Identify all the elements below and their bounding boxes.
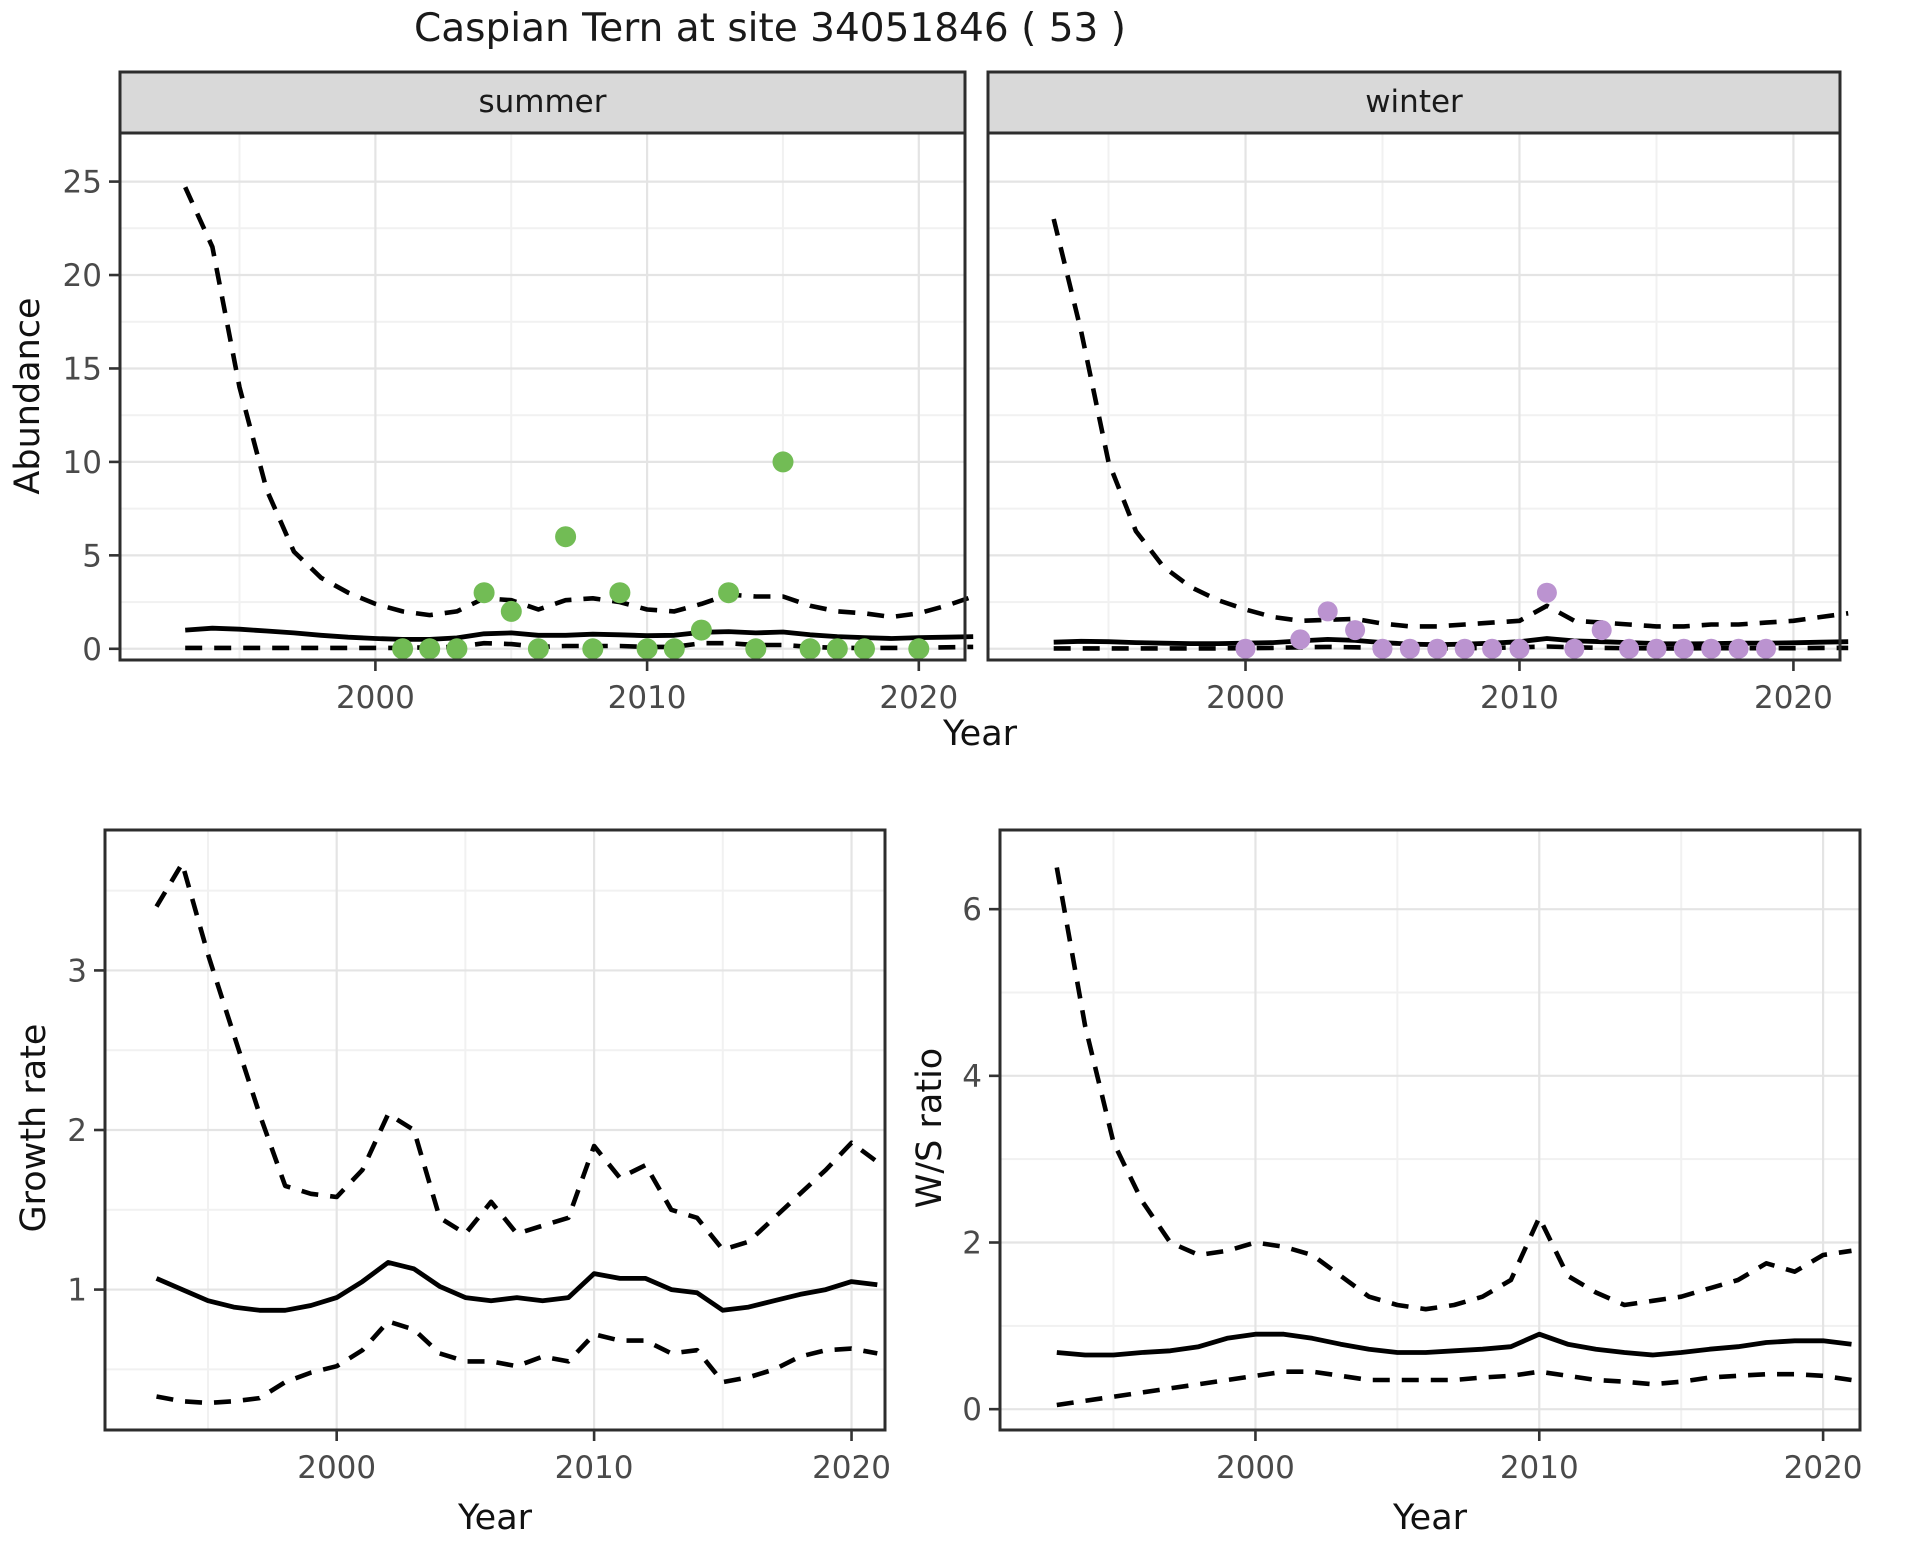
- data-point: [690, 619, 712, 641]
- data-point: [446, 638, 468, 660]
- data-point: [1482, 638, 1503, 659]
- x-tick-label: 2020: [879, 680, 958, 716]
- median-line: [1056, 1331, 1852, 1358]
- x-tick-label: 2000: [1206, 680, 1285, 716]
- y-axis-title-abundance: Abundance: [8, 297, 48, 495]
- data-point: [1454, 638, 1475, 659]
- data-point: [1728, 638, 1749, 659]
- data-point: [1235, 638, 1256, 659]
- ci-upper-line: [1051, 218, 1849, 629]
- data-point: [1756, 638, 1776, 659]
- panel-abundance-summer: 2000 2010 2020 0 5 10 15 20 25: [63, 70, 974, 716]
- data-point: [1427, 638, 1448, 659]
- data-point: [1399, 638, 1420, 659]
- data-point: [609, 582, 631, 604]
- median-line: [155, 1260, 878, 1313]
- data-point: [500, 600, 522, 622]
- data-point: [555, 526, 577, 548]
- x-tick-label: 2010: [555, 1450, 634, 1486]
- x-tick-label: 2010: [608, 680, 687, 716]
- y-tick-label: 2: [962, 1226, 982, 1262]
- x-tick-label: 2000: [1216, 1450, 1295, 1486]
- data-point: [1591, 620, 1612, 641]
- y-axis-title-ws-ratio: W/S ratio: [910, 1047, 950, 1209]
- data-point: [582, 638, 604, 660]
- ci-lower-line: [1053, 644, 1849, 651]
- panel-ws-ratio: 2000 2010 2020 0 2 4 6: [962, 828, 1863, 1486]
- data-point: [527, 638, 549, 660]
- data-point: [1317, 601, 1338, 622]
- data-point: [1646, 638, 1667, 659]
- y-tick-label: 25: [63, 165, 102, 201]
- ci-lower-line: [156, 1319, 878, 1406]
- data-point: [745, 638, 767, 660]
- median-line: [185, 625, 974, 642]
- y-tick-label: 10: [63, 445, 102, 481]
- y-tick-label: 2: [67, 1113, 87, 1149]
- x-tick-label: 2010: [1500, 1450, 1579, 1486]
- data-point: [1701, 638, 1722, 659]
- y-tick-label: 0: [962, 1392, 982, 1428]
- panel-abundance-winter: 2000 2010 2020: [986, 70, 1849, 716]
- ci-lower-line: [185, 640, 974, 651]
- data-point: [854, 638, 875, 660]
- y-tick-label: 20: [63, 258, 102, 294]
- data-point: [718, 582, 740, 604]
- y-tick-label: 3: [67, 953, 87, 989]
- y-tick-label: 15: [63, 351, 102, 387]
- data-point: [799, 638, 821, 660]
- data-point: [636, 638, 658, 660]
- facet-strip-bg: [118, 70, 967, 135]
- x-axis-title-bottom-right: Year: [1392, 1498, 1468, 1538]
- data-point: [473, 582, 495, 604]
- x-tick-label: 2020: [812, 1450, 891, 1486]
- y-tick-label: 0: [82, 632, 102, 668]
- x-tick-label: 2020: [1754, 680, 1833, 716]
- x-axis-title-bottom-left: Year: [457, 1498, 533, 1538]
- data-point: [392, 638, 414, 660]
- data-point: [908, 638, 930, 660]
- x-tick-label: 2020: [1784, 1450, 1863, 1486]
- chart-title: Caspian Tern at site 34051846 ( 53 ): [414, 6, 1126, 51]
- data-point: [1536, 582, 1557, 603]
- data-point: [772, 451, 794, 473]
- data-point: [1290, 629, 1311, 650]
- data-point: [663, 638, 685, 660]
- data-point: [1509, 638, 1530, 659]
- y-tick-label: 1: [67, 1273, 87, 1309]
- y-axis-title-growth-rate: Growth rate: [14, 1023, 54, 1233]
- data-point: [1564, 638, 1585, 659]
- y-tick-label: 5: [82, 538, 102, 574]
- ci-upper-line: [1054, 867, 1852, 1312]
- data-point: [1345, 620, 1366, 641]
- facet-strip-summer: summer: [478, 84, 607, 120]
- facet-strip-bg: [986, 70, 1842, 135]
- panel-growth-rate: 2000 2010 2020 1 2 3: [67, 828, 891, 1486]
- data-point: [826, 638, 848, 660]
- x-axis-title-top: Year: [942, 714, 1018, 754]
- data-point: [1372, 638, 1393, 659]
- ci-upper-line: [183, 186, 974, 620]
- x-tick-label: 2010: [1480, 680, 1559, 716]
- x-tick-label: 2000: [336, 680, 415, 716]
- x-tick-label: 2000: [297, 1450, 376, 1486]
- facet-strip-winter: winter: [1365, 84, 1463, 120]
- data-point: [1673, 638, 1694, 659]
- data-point: [1619, 638, 1640, 659]
- ci-upper-line: [154, 861, 879, 1252]
- y-tick-label: 4: [962, 1059, 982, 1095]
- y-tick-label: 6: [962, 892, 982, 928]
- data-point: [419, 638, 441, 660]
